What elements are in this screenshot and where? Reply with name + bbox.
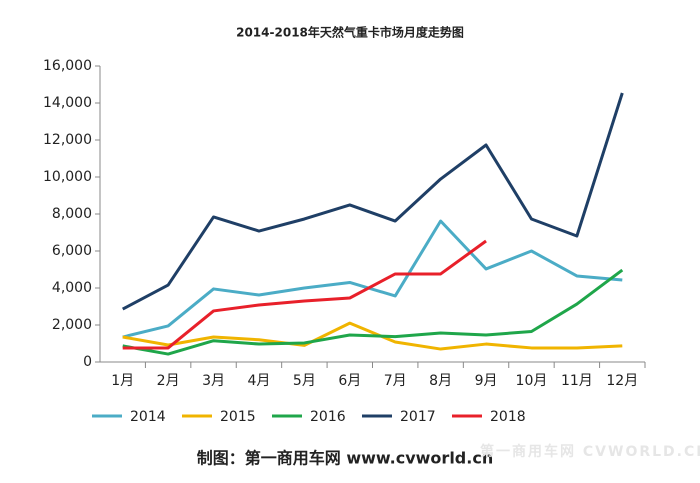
y-tick-label: 8,000 — [52, 206, 92, 222]
x-tick-label: 4月 — [247, 373, 270, 389]
x-tick-label: 12月 — [606, 373, 638, 389]
y-tick-label: 12,000 — [43, 132, 92, 148]
chart-title: 2014-2018年天然气重卡市场月度走势图 — [236, 25, 464, 40]
y-tick-label: 16,000 — [43, 58, 92, 74]
y-tick-label: 0 — [83, 354, 92, 370]
x-tick-label: 3月 — [202, 373, 225, 389]
legend-label: 2018 — [490, 409, 526, 425]
y-tick-label: 4,000 — [52, 280, 92, 296]
watermark: 第一商用车网 CVWORLD.CN — [480, 443, 700, 460]
x-tick-label: 10月 — [516, 373, 548, 389]
series-line — [122, 92, 624, 311]
legend-label: 2014 — [130, 409, 166, 425]
series-line — [122, 268, 624, 356]
y-tick-label: 6,000 — [52, 243, 92, 259]
x-tick-label: 7月 — [384, 373, 407, 389]
series-line — [122, 219, 623, 339]
x-tick-label: 8月 — [429, 373, 452, 389]
series-line — [122, 239, 487, 350]
x-tick-label: 11月 — [561, 373, 593, 389]
legend-label: 2015 — [220, 409, 256, 425]
y-tick-label: 10,000 — [43, 169, 92, 185]
x-tick-label: 6月 — [338, 373, 361, 389]
series-line — [122, 321, 623, 351]
source-note: 制图：第一商用车网 www.cvworld.cn — [197, 449, 493, 468]
x-tick-label: 1月 — [111, 373, 134, 389]
x-tick-label: 9月 — [475, 373, 498, 389]
y-tick-label: 14,000 — [43, 95, 92, 111]
x-tick-label: 2月 — [157, 373, 180, 389]
legend-label: 2017 — [400, 409, 436, 425]
x-tick-label: 5月 — [293, 373, 316, 389]
legend-label: 2016 — [310, 409, 346, 425]
y-tick-label: 2,000 — [52, 317, 92, 333]
